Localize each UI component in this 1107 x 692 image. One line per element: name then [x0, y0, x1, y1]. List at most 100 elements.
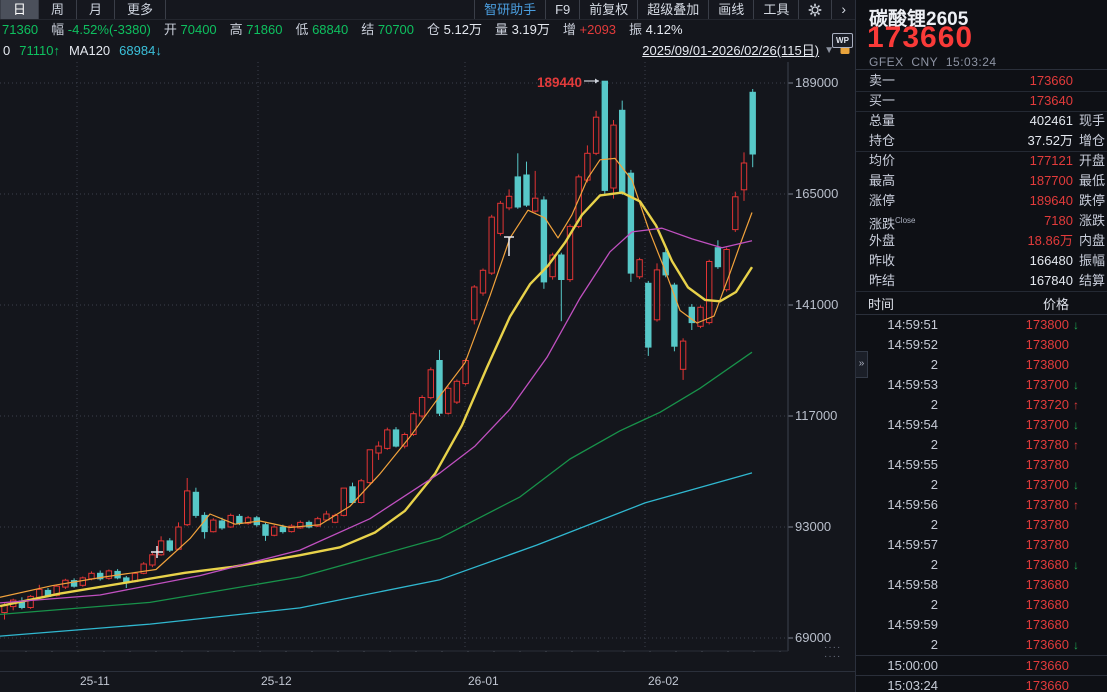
- tape-time: 14:59:51: [887, 317, 938, 332]
- menu-forward-adjust[interactable]: 前复权: [579, 0, 637, 19]
- svg-text:189000: 189000: [795, 75, 838, 90]
- last-price: 173660: [867, 21, 974, 54]
- info-label: 结: [361, 22, 378, 37]
- tape-time: 14:59:56: [887, 497, 938, 512]
- gear-icon[interactable]: [798, 0, 831, 19]
- quote-label: 外盘: [869, 233, 896, 248]
- quote-label-secondary: 结算: [1079, 273, 1106, 288]
- svg-text:141000: 141000: [795, 297, 838, 312]
- x-axis-label: 25-12: [261, 674, 292, 688]
- tape-price: 173680: [1025, 617, 1069, 632]
- info-value: 68840: [312, 22, 349, 37]
- quote-label: 昨结: [869, 273, 896, 288]
- quote-label-secondary: 最低: [1079, 173, 1106, 188]
- tape-time: 2: [930, 477, 938, 492]
- contract-title: 碳酸锂2605: [869, 9, 969, 30]
- tape-header: 时间 价格: [856, 296, 1107, 314]
- quote-row: 最高 187700 最低: [856, 171, 1107, 191]
- tape-price: 173780: [1025, 497, 1069, 512]
- tape-price: 173700: [1025, 377, 1069, 392]
- legend-item: MA120: [68, 43, 111, 58]
- quote-time: 15:03:24: [945, 55, 997, 69]
- menu-draw-line[interactable]: 画线: [708, 0, 753, 19]
- menu-super-overlay[interactable]: 超级叠加: [637, 0, 708, 19]
- tape-price: 173680: [1025, 597, 1069, 612]
- arrow-down-icon: ↓: [1073, 318, 1079, 332]
- quote-value: 402461: [1029, 113, 1073, 128]
- tape-row: 2 173800: [856, 355, 1107, 375]
- quote-label: 总量: [869, 113, 896, 128]
- tape-price: 173800: [1025, 337, 1069, 352]
- date-range-text[interactable]: 2025/09/01-2026/02/26(115日): [642, 43, 820, 58]
- tape-price: 173680: [1025, 557, 1069, 572]
- svg-text:117000: 117000: [795, 408, 837, 423]
- x-axis: 25-11 25-12 26-01 26-02 ···· ····: [0, 643, 855, 692]
- tape-price: 173800: [1025, 357, 1069, 372]
- tab-day[interactable]: 日: [0, 0, 40, 19]
- tape-time: 15:00:00: [887, 658, 938, 673]
- wp-badge[interactable]: WP: [832, 33, 853, 48]
- quote-row: 卖一 173660: [856, 71, 1107, 92]
- arrow-up-icon: ↑: [1073, 438, 1079, 452]
- candlestick-chart[interactable]: 189000 165000 141000 117000 93000 69000 189440: [0, 62, 855, 652]
- menu-tools[interactable]: 工具: [753, 0, 798, 19]
- quote-value: 7180: [1044, 213, 1073, 228]
- info-label: 振: [629, 22, 646, 37]
- tab-week[interactable]: 周: [39, 0, 78, 19]
- quote-label: 涨停: [869, 193, 896, 208]
- date-range-selector[interactable]: 2025/09/01-2026/02/26(115日) ▼: [642, 40, 852, 62]
- tape-row: 2 173680 ↓: [856, 555, 1107, 575]
- info-value: 70400: [180, 22, 217, 37]
- arrow-down-icon: ↓: [1073, 418, 1079, 432]
- more-arrow-icon[interactable]: ›: [831, 0, 855, 19]
- tape-time: 2: [930, 357, 938, 372]
- tape-time: 2: [930, 437, 938, 452]
- tape-row: 14:59:54 173700 ↓: [856, 415, 1107, 435]
- tape-time: 2: [930, 557, 938, 572]
- quote-row: 昨收 166480 振幅: [856, 251, 1107, 271]
- divider: [856, 69, 1107, 70]
- quote-label: 买一: [869, 93, 896, 108]
- quote-value: 37.52万: [1027, 133, 1073, 148]
- menu-f9[interactable]: F9: [545, 0, 579, 19]
- info-label: 高: [229, 22, 247, 37]
- tape-price: 173700: [1025, 417, 1069, 432]
- legend-item: 71110↑: [19, 43, 60, 58]
- quote-panel: 碳酸锂2605 173660 GFEX CNY 15:03:24 卖一 17366…: [855, 0, 1107, 692]
- tape-price: 173780: [1025, 517, 1069, 532]
- info-label: 开: [163, 22, 181, 37]
- tab-month[interactable]: 月: [77, 0, 116, 19]
- tape-row: 15:03:24 173660: [856, 675, 1107, 692]
- info-value: -4.52%(-3380): [67, 22, 151, 37]
- chevron-down-icon[interactable]: ▼: [824, 45, 834, 56]
- tape-price: 173780: [1025, 437, 1069, 452]
- tape-time: 14:59:52: [887, 337, 938, 352]
- panel-collapse-handle[interactable]: »: [856, 351, 868, 378]
- quote-row: 涨停 189640 跌停: [856, 191, 1107, 211]
- tape-time: 14:59:58: [887, 577, 938, 592]
- tape-row: 15:00:00 173660: [856, 655, 1107, 676]
- menu-zhiyan-assistant[interactable]: 智研助手: [474, 0, 545, 19]
- quote-label-secondary: 振幅: [1079, 253, 1106, 268]
- info-value: 71360: [2, 22, 39, 37]
- tape-time: 15:03:24: [887, 678, 938, 692]
- ma-legend: 0 71110↑ MA120 68984↓: [0, 43, 162, 58]
- period-tabs: 日周月更多: [0, 0, 167, 19]
- quote-label-secondary: 开盘: [1079, 153, 1106, 168]
- ma-cyan: [0, 472, 753, 637]
- info-label: 仓: [427, 22, 444, 37]
- legend-bar: 0 71110↑ MA120 68984↓ 2025/09/01-2026/02/26…: [0, 40, 855, 62]
- info-label: 幅: [51, 22, 68, 37]
- quote-value: 173640: [1029, 93, 1073, 108]
- tab-more[interactable]: 更多: [115, 0, 167, 19]
- info-value: 3.19万: [511, 22, 550, 37]
- tape-time: 14:59:59: [887, 617, 938, 632]
- scroll-dots-handle[interactable]: ···· ····: [824, 642, 842, 662]
- quote-label-secondary: 跌停: [1079, 193, 1106, 208]
- quote-value: 177121: [1029, 153, 1073, 168]
- info-bar: 71360 幅 -4.52%(-3380) 开 70400 高 71860 低 6884…: [0, 19, 855, 40]
- ma-orange: [0, 157, 753, 598]
- tape-row: 14:59:51 173800 ↓: [856, 315, 1107, 335]
- tape-row: 2 173660 ↓: [856, 635, 1107, 655]
- svg-text:69000: 69000: [795, 630, 831, 645]
